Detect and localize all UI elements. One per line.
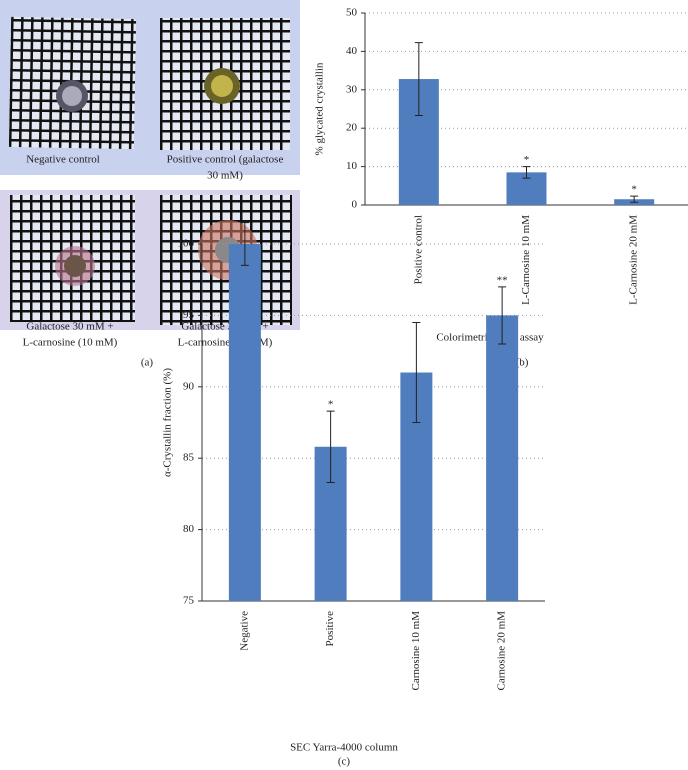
x-tick-label: Positive bbox=[324, 611, 336, 647]
y-tick-label: 80 bbox=[183, 523, 195, 535]
x-tick-label: L-Carnosine 20 mM bbox=[628, 215, 640, 305]
x-axis-label: SEC Yarra-4000 column bbox=[290, 742, 398, 754]
y-tick-label: 85 bbox=[183, 452, 195, 464]
y-tick-label: 0 bbox=[352, 199, 358, 211]
error-bar bbox=[240, 222, 249, 266]
x-tick-label: Negative bbox=[238, 611, 250, 651]
y-tick-label: 90 bbox=[183, 380, 195, 392]
y-tick-label: 40 bbox=[346, 45, 358, 57]
bar bbox=[486, 315, 519, 601]
significance-marker: * bbox=[328, 399, 334, 411]
error-bar bbox=[630, 195, 639, 203]
bar bbox=[228, 244, 261, 601]
photo-negative bbox=[0, 0, 300, 175]
panel-label: (b) bbox=[516, 357, 529, 369]
x-tick-label: Positive control bbox=[412, 215, 424, 284]
error-bar bbox=[412, 322, 421, 423]
y-tick-label: 30 bbox=[346, 83, 358, 95]
panel-label: (c) bbox=[338, 756, 351, 768]
photo-caption: L-carnosine (10 mM) bbox=[23, 337, 118, 349]
panel-label: (a) bbox=[141, 357, 154, 369]
photo-caption: Positive control (galactose bbox=[167, 154, 284, 166]
y-axis-label: α-Crystallin fraction (%) bbox=[162, 368, 174, 477]
error-bar bbox=[414, 42, 423, 117]
photo-caption: Negative control bbox=[26, 154, 100, 166]
significance-marker: * bbox=[631, 184, 637, 196]
x-tick-label: Carnosine 20 mM bbox=[496, 611, 508, 691]
y-axis-label: % glycated crystallin bbox=[314, 62, 326, 155]
y-tick-label: 50 bbox=[346, 7, 358, 19]
y-tick-label: 20 bbox=[346, 122, 358, 134]
y-tick-label: 95 bbox=[183, 309, 195, 321]
significance-marker: * bbox=[524, 154, 530, 166]
photo-caption: Galactose 30 mM + bbox=[26, 321, 113, 333]
x-tick-label: Carnosine 10 mM bbox=[410, 611, 422, 691]
error-bar bbox=[326, 410, 335, 483]
x-tick-label: L-Carnosine 10 mM bbox=[520, 215, 532, 305]
error-bar bbox=[498, 286, 507, 345]
error-bar bbox=[522, 166, 531, 179]
y-tick-label: 75 bbox=[183, 595, 195, 607]
photo-caption: 30 mM) bbox=[207, 170, 243, 182]
y-tick-label: 100 bbox=[178, 238, 195, 250]
y-tick-label: 10 bbox=[346, 160, 358, 172]
significance-marker: ** bbox=[497, 274, 508, 286]
